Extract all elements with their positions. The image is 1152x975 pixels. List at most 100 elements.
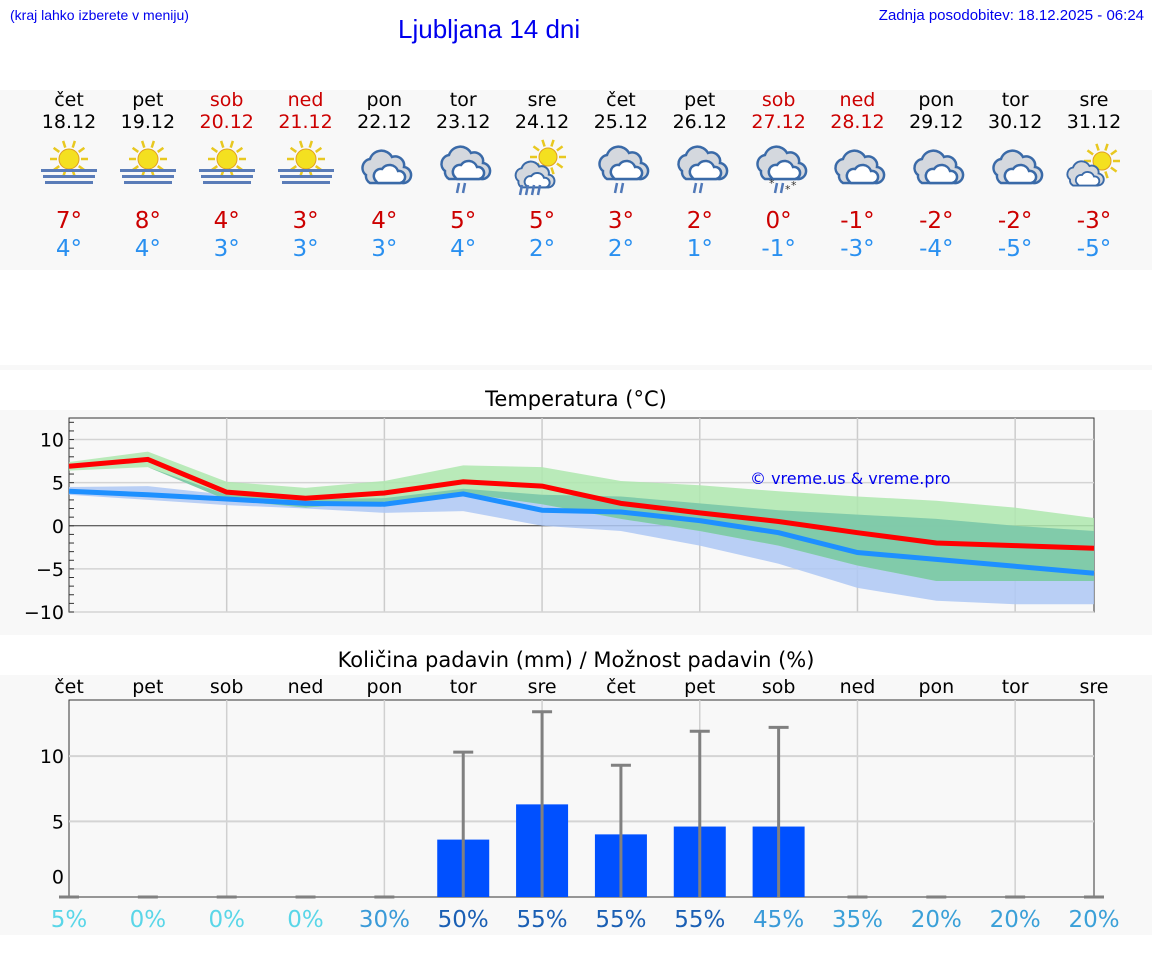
- day-name: ned: [287, 89, 324, 111]
- precipitation-probability: 0%: [287, 907, 324, 933]
- y-tick-label: 10: [40, 430, 64, 452]
- day-name: sre: [527, 89, 557, 111]
- weather-icon-wrap: [897, 139, 975, 203]
- precipitation-probability: 20%: [1068, 907, 1119, 933]
- max-temperature: 2°: [686, 208, 713, 234]
- precipitation-probability: 5%: [51, 907, 88, 933]
- day-name: ned: [839, 89, 876, 111]
- day-date: 23.12: [436, 111, 491, 133]
- day-column: čet 25.12 3° 2°: [582, 89, 660, 263]
- precipitation-probability: 45%: [753, 907, 804, 933]
- day-date: 21.12: [278, 111, 333, 133]
- min-temperature: 4°: [55, 236, 83, 262]
- precipitation-chart-panel: čet pet sob ned pon tor sre čet pet sob ned pon tor s…: [0, 675, 1152, 935]
- day-column: tor 23.12 5° 4°: [424, 89, 502, 263]
- min-temperature: -3°: [840, 236, 875, 262]
- min-temperature: 1°: [686, 236, 713, 262]
- weather-icon-wrap: [345, 139, 423, 203]
- day-label: čet: [54, 676, 84, 698]
- day-name: čet: [606, 89, 636, 111]
- day-column: sob 20.12 4° 3°: [188, 89, 266, 263]
- y-tick-label: 5: [52, 473, 64, 495]
- location-menu-hint: (kraj lahko izberete v meniju): [10, 7, 189, 23]
- precipitation-chart: čet pet sob ned pon tor sre čet pet sob ned pon tor s…: [40, 676, 1120, 933]
- max-temperature: 4°: [371, 208, 398, 234]
- min-temperature: 3°: [292, 236, 319, 262]
- weather-icon-wrap: [661, 139, 739, 203]
- max-temperature: 3°: [292, 208, 319, 234]
- svg-text:*: *: [785, 183, 791, 196]
- min-temperature: -5°: [1076, 236, 1112, 262]
- watermark: © vreme.us & vreme.pro: [750, 469, 951, 488]
- precipitation-probability: 55%: [595, 907, 646, 933]
- max-temperature-line: [68, 456, 1095, 551]
- max-temperature: 7°: [55, 208, 83, 234]
- precipitation-probability: 0%: [130, 907, 167, 933]
- fog-sun-icon: [119, 140, 176, 184]
- day-label: sob: [762, 676, 796, 698]
- min-temperature: 4°: [134, 236, 161, 262]
- y-tick-label: 5: [52, 811, 64, 833]
- weather-icon-wrap: [582, 139, 660, 203]
- y-tick-label: −5: [36, 559, 64, 581]
- day-date: 22.12: [357, 111, 412, 133]
- snow-rain-icon: * * *: [755, 145, 807, 196]
- day-column: ned 28.12 -1° -3°: [818, 89, 896, 263]
- page-title: Ljubljana 14 dni: [398, 14, 581, 44]
- day-label: ned: [840, 676, 876, 698]
- min-temperature: 2°: [607, 236, 634, 262]
- day-date: 19.12: [120, 111, 176, 133]
- svg-text:*: *: [791, 179, 797, 192]
- min-temperature: 3°: [213, 236, 240, 262]
- day-label: tor: [1002, 676, 1029, 698]
- day-column: sre 31.12 -3° -5°: [1055, 89, 1133, 263]
- day-label: sob: [210, 676, 244, 698]
- precipitation-probability: 20%: [911, 907, 962, 933]
- divider: [0, 365, 1152, 370]
- temperature-chart-panel: 10 5 0 −5 −10 © vreme.us & vreme.pro: [0, 410, 1152, 635]
- day-column: čet 18.12 7° 4°: [30, 89, 108, 263]
- min-temperature: -5°: [997, 236, 1033, 262]
- day-date: 25.12: [593, 111, 649, 133]
- day-label: sre: [1080, 676, 1109, 698]
- max-temperature: 5°: [528, 208, 556, 234]
- day-column: sob 27.12 * * * 0° -1°: [740, 89, 818, 263]
- day-column: pon 29.12 -2° -4°: [897, 89, 975, 263]
- day-name: pet: [132, 89, 164, 111]
- day-date: 31.12: [1066, 111, 1122, 133]
- day-date: 20.12: [199, 111, 254, 133]
- rain-icon: [598, 145, 650, 194]
- day-label: pet: [132, 676, 163, 698]
- day-name: sre: [1079, 89, 1109, 111]
- day-date: 24.12: [514, 111, 570, 133]
- min-temperature: -1°: [761, 236, 796, 262]
- min-temperature: 3°: [371, 236, 398, 262]
- precipitation-probability: 55%: [517, 907, 568, 933]
- day-name: sob: [209, 89, 244, 111]
- day-name: pon: [366, 89, 403, 111]
- weather-icon-wrap: [30, 139, 108, 203]
- rain-icon: [677, 145, 729, 194]
- band-overlap: [69, 467, 1094, 581]
- day-label: pon: [918, 676, 954, 698]
- weather-icon-wrap: [503, 139, 581, 203]
- day-label: pon: [367, 676, 403, 698]
- cloudy-icon: [361, 149, 413, 185]
- weather-icon-wrap: * * *: [740, 139, 818, 203]
- weather-icon-wrap: [424, 139, 502, 203]
- weather-icon-wrap: [267, 139, 345, 203]
- svg-text:*: *: [769, 177, 775, 190]
- day-date: 29.12: [909, 111, 964, 133]
- weather-icon-wrap: [109, 139, 187, 203]
- y-tick-label: 0: [52, 867, 64, 889]
- max-temperature: 0°: [765, 208, 792, 234]
- day-label: sre: [528, 676, 557, 698]
- precipitation-probability: 35%: [832, 907, 883, 933]
- precipitation-chart-title: Količina padavin (mm) / Možnost padavin …: [337, 648, 815, 672]
- day-name: tor: [1001, 89, 1029, 111]
- day-date: 26.12: [672, 111, 727, 133]
- min-temperature: 2°: [528, 236, 556, 262]
- cloudy-icon: [913, 149, 965, 185]
- precipitation-probability: 20%: [990, 907, 1041, 933]
- cloudy-icon: [992, 149, 1044, 185]
